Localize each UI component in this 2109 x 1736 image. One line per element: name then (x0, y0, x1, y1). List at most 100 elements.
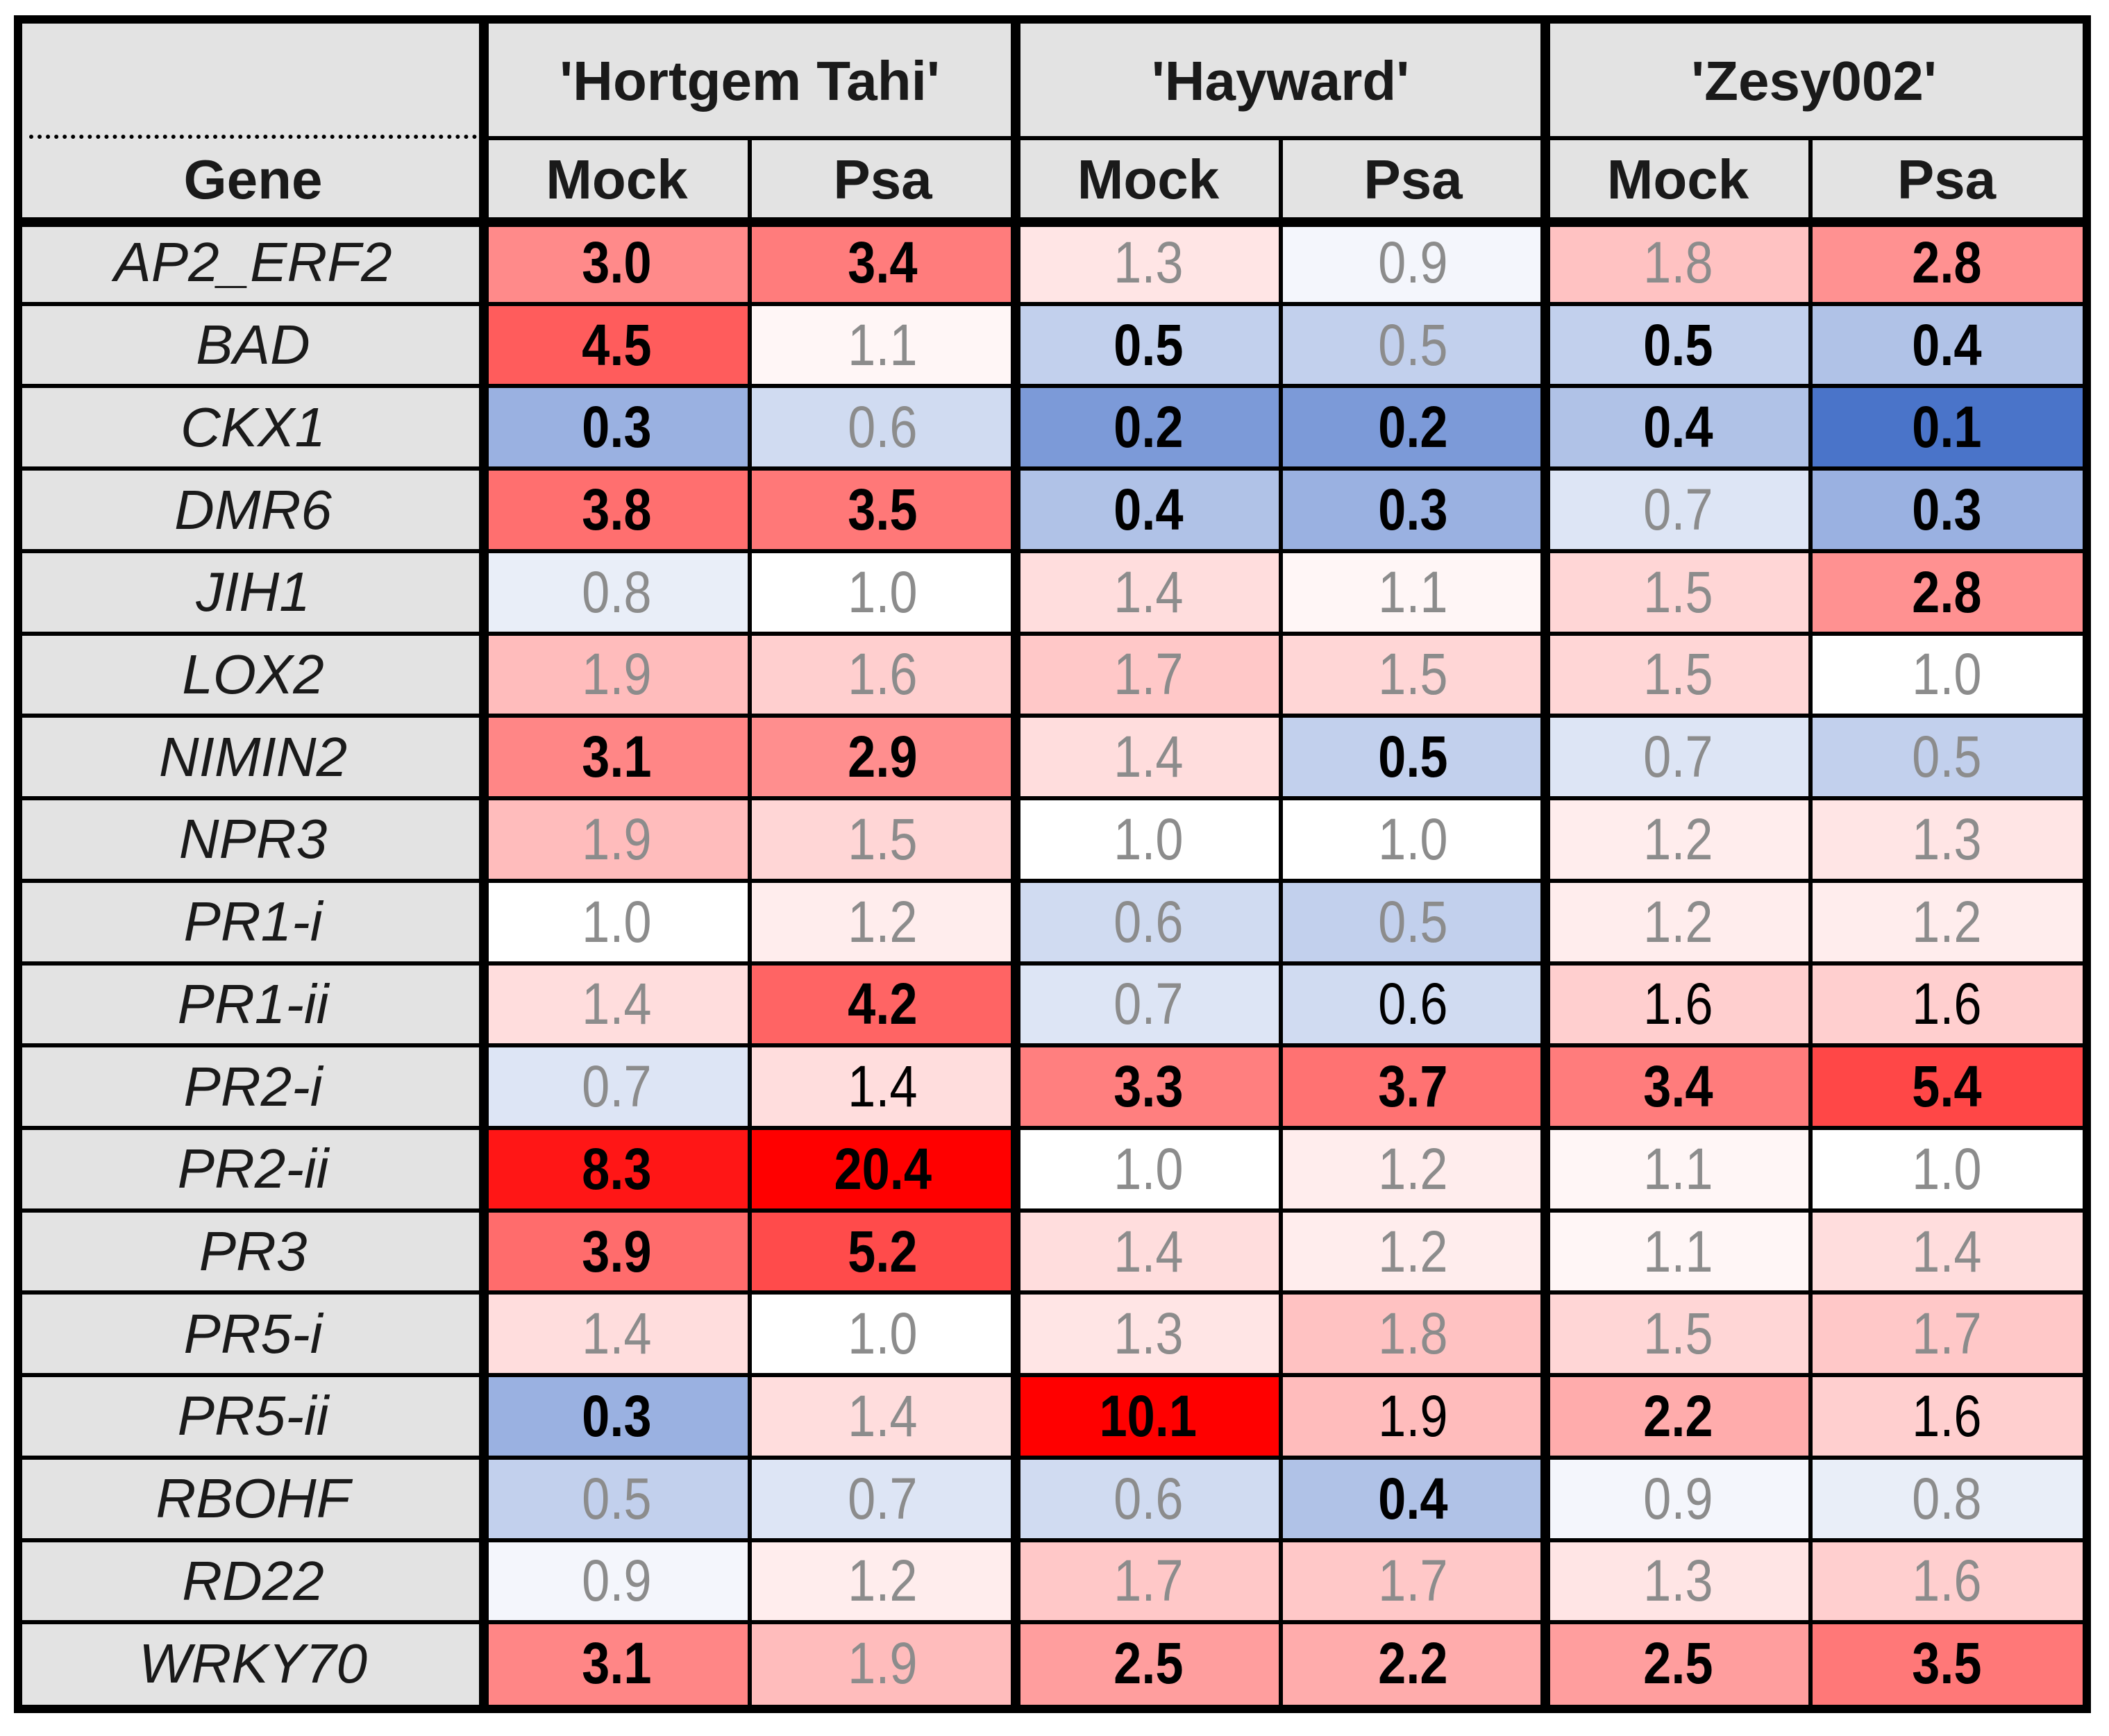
heatmap-cell: 0.5 (1281, 303, 1545, 387)
gene-label: NPR3 (22, 798, 484, 881)
gene-label: PR3 (22, 1210, 484, 1293)
heatmap-cell: 2.2 (1281, 1622, 1545, 1705)
heatmap-cell: 0.4 (1545, 386, 1810, 469)
row-divider (22, 1043, 2083, 1048)
treatment-header: Mock (1545, 138, 1810, 221)
row-divider (22, 301, 2083, 306)
cell-value-label: 1.8 (1642, 229, 1713, 295)
heatmap-cell: 1.6 (1810, 1540, 2083, 1623)
gene-label: AP2_ERF2 (22, 221, 484, 304)
cell-value-label: 1.2 (848, 888, 918, 954)
heatmap-cell: 1.9 (484, 798, 750, 881)
row-divider (22, 796, 2083, 801)
cell-value-label: 1.2 (1642, 806, 1713, 872)
cell-value-label: 1.5 (848, 806, 918, 872)
heatmap-cell: 1.2 (1810, 880, 2083, 963)
row-divider (22, 1537, 2083, 1542)
heatmap-cell: 1.2 (1281, 1210, 1545, 1293)
cell-value-label: 0.5 (1642, 312, 1713, 378)
heatmap-cell: 0.5 (484, 1457, 750, 1540)
heatmap-cell: 3.5 (750, 469, 1016, 551)
row-divider (22, 548, 2083, 553)
gene-label: CKX1 (22, 386, 484, 469)
gene-label: PR1-ii (22, 963, 484, 1046)
cell-value-label: 1.2 (1378, 1218, 1448, 1284)
cell-value-label: 1.7 (1911, 1301, 1982, 1367)
cultivar-header: 'Hortgem Tahi' (484, 24, 1016, 138)
heatmap-cell: 20.4 (750, 1127, 1016, 1211)
heatmap-cell: 1.1 (1545, 1210, 1810, 1293)
heatmap-cell: 0.8 (1810, 1457, 2083, 1540)
cell-value-label: 0.3 (1378, 477, 1448, 543)
heatmap-cell: 1.6 (750, 633, 1016, 716)
treatment-header: Psa (1810, 138, 2083, 221)
cell-value-label: 0.3 (582, 1383, 652, 1449)
cell-value-label: 1.0 (1113, 1136, 1184, 1202)
heatmap-cell: 1.8 (1281, 1292, 1545, 1376)
heatmap-cell: 1.1 (750, 303, 1016, 387)
heatmap-cell: 1.9 (484, 633, 750, 716)
heatmap-cell: 1.0 (750, 550, 1016, 634)
cell-value-label: 1.9 (582, 641, 652, 707)
cell-value-label: 0.9 (582, 1548, 652, 1614)
cell-value-label: 0.6 (1113, 888, 1184, 954)
gene-label: PR1-i (22, 880, 484, 963)
heatmap-cell: 1.7 (1016, 633, 1281, 716)
heatmap-cell: 1.1 (1281, 550, 1545, 634)
heatmap-cell: 10.1 (1016, 1375, 1281, 1458)
cell-value-label: 10.1 (1099, 1383, 1198, 1449)
heatmap-cell: 1.2 (1545, 880, 1810, 963)
cell-value-label: 1.0 (1911, 1136, 1982, 1202)
cell-value-label: 0.5 (1911, 724, 1982, 790)
cell-value-label: 3.4 (848, 229, 918, 295)
cell-value-label: 0.3 (582, 394, 652, 460)
cell-value-label: 1.0 (848, 1301, 918, 1367)
cell-value-label: 1.4 (582, 971, 652, 1037)
heatmap-cell: 0.2 (1016, 386, 1281, 469)
cell-value-label: 0.8 (582, 559, 652, 625)
row-divider (22, 1620, 2083, 1625)
cell-value-label: 1.1 (1378, 559, 1448, 625)
cultivar-header: 'Zesy002' (1545, 24, 2083, 138)
gene-label: BAD (22, 303, 484, 387)
heatmap-cell: 1.4 (750, 1045, 1016, 1128)
cell-value-label: 1.2 (1378, 1136, 1448, 1202)
heatmap-cell: 0.9 (484, 1540, 750, 1623)
cell-value-label: 1.6 (1911, 971, 1982, 1037)
group-divider (1540, 24, 1550, 1705)
heatmap-cell: 0.3 (484, 386, 750, 469)
cell-value-label: 3.1 (582, 724, 652, 790)
cell-value-label: 1.1 (1642, 1218, 1713, 1284)
cell-value-label: 1.9 (1378, 1383, 1448, 1449)
cell-value-label: 3.7 (1378, 1054, 1448, 1120)
cell-value-label: 1.5 (1642, 641, 1713, 707)
heatmap-cell: 3.3 (1016, 1045, 1281, 1128)
heatmap-cell: 2.8 (1810, 221, 2083, 304)
cell-value-label: 1.4 (1113, 1218, 1184, 1284)
cell-value-label: 0.8 (1911, 1465, 1982, 1531)
heatmap-cell: 1.0 (750, 1292, 1016, 1376)
heatmap-cell: 2.5 (1016, 1622, 1281, 1705)
heatmap-cell: 5.2 (750, 1210, 1016, 1293)
cell-value-label: 4.2 (848, 971, 918, 1037)
heatmap-cell: 3.5 (1810, 1622, 2083, 1705)
cell-value-label: 3.0 (582, 229, 652, 295)
cell-value-label: 0.7 (1642, 724, 1713, 790)
heatmap-cell: 3.7 (1281, 1045, 1545, 1128)
heatmap-cell: 0.9 (1545, 1457, 1810, 1540)
treatment-header: Mock (1016, 138, 1281, 221)
gene-label: PR5-i (22, 1292, 484, 1376)
heatmap-cell: 2.8 (1810, 550, 2083, 634)
gene-label: RD22 (22, 1540, 484, 1623)
cell-value-label: 1.2 (1642, 888, 1713, 954)
heatmap-cell: 0.7 (484, 1045, 750, 1128)
column-divider (1808, 138, 1813, 1705)
row-divider (22, 714, 2083, 718)
cell-value-label: 3.5 (1911, 1630, 1982, 1696)
heatmap-cell: 1.4 (1016, 1210, 1281, 1293)
cell-value-label: 3.5 (848, 477, 918, 543)
heatmap-cell: 1.6 (1545, 963, 1810, 1046)
group-divider (1011, 24, 1020, 1705)
heatmap-cell: 1.0 (1016, 1127, 1281, 1211)
heatmap-cell: 0.6 (750, 386, 1016, 469)
